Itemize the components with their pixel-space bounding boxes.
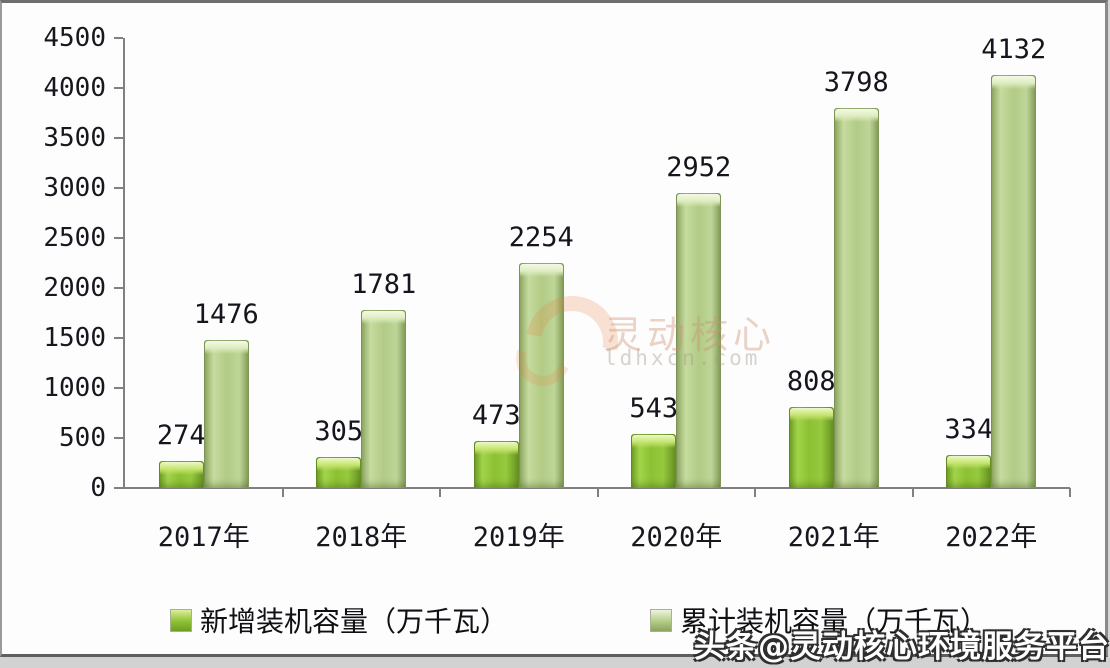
- bar-gloss-cap: [204, 341, 248, 354]
- corner-watermark: 头条@灵动核心环境服务平台: [694, 629, 1110, 665]
- value-label: 543: [629, 393, 679, 424]
- legend-label-new-capacity: 新增装机容量（万千瓦）: [200, 605, 509, 638]
- x-tick: [281, 488, 284, 497]
- bar-gloss-cap: [632, 435, 676, 448]
- y-tick-label: 0: [90, 473, 106, 503]
- bar-gloss-cap: [519, 264, 563, 277]
- y-tick-label: 2000: [43, 273, 106, 303]
- y-tick-label: 3000: [43, 173, 106, 203]
- y-tick: [114, 437, 123, 439]
- bar-cumulative-2022年: [991, 75, 1037, 488]
- bar-gloss-cap: [677, 194, 721, 207]
- x-axis-label-2017年: 2017年: [157, 522, 250, 553]
- bottom-strip: [0, 657, 1110, 668]
- bar-cumulative-2020年: [676, 193, 722, 488]
- bar-cumulative-2018年: [361, 310, 407, 488]
- x-axis-label-2019年: 2019年: [472, 522, 565, 553]
- legend-item-new-capacity: 新增装机容量（万千瓦）: [170, 600, 508, 640]
- plot-area: 0 500 1000 1500 2000 2500 3000 3500 4000 4500 274 1…: [2, 3, 1110, 657]
- legend-swatch-new-capacity-icon: [170, 608, 192, 632]
- legend: 新增装机容量（万千瓦） 累计装机容量（万千瓦）: [2, 598, 1110, 638]
- value-label: 2952: [666, 152, 732, 183]
- value-label: 4132: [981, 34, 1047, 65]
- y-tick-label: 1500: [43, 323, 106, 353]
- y-tick-label: 2500: [43, 223, 106, 253]
- y-tick: [114, 137, 123, 139]
- value-label: 1781: [351, 269, 417, 300]
- x-tick: [754, 488, 756, 497]
- y-tick: [114, 337, 123, 339]
- bar-new-2022年: [946, 455, 992, 488]
- bar-cumulative-2017年: [203, 340, 249, 488]
- y-tick: [114, 87, 123, 89]
- x-axis-label-2018年: 2018年: [315, 522, 408, 553]
- y-tick: [114, 387, 123, 389]
- y-tick-label: 500: [59, 423, 106, 453]
- bar-gloss-cap: [474, 442, 518, 455]
- bar-new-2020年: [631, 434, 677, 488]
- x-tick: [911, 488, 914, 497]
- x-tick: [596, 488, 599, 497]
- y-tick-label: 4500: [43, 23, 106, 53]
- bar-gloss-cap: [992, 76, 1036, 89]
- value-label: 473: [471, 400, 521, 431]
- x-tick: [1069, 488, 1071, 497]
- bar-new-2019年: [473, 441, 519, 488]
- y-tick-label: 3500: [43, 123, 106, 153]
- y-tick-label: 4000: [43, 73, 106, 103]
- bar-gloss-cap: [159, 462, 203, 475]
- bar-gloss-cap: [317, 458, 361, 471]
- y-tick: [114, 187, 123, 189]
- bar-gloss-cap: [947, 456, 991, 469]
- y-tick: [114, 237, 123, 239]
- bar-cumulative-2019年: [518, 263, 564, 488]
- value-label: 334: [944, 414, 994, 445]
- bar-gloss-cap: [789, 408, 833, 421]
- y-axis-line: [123, 38, 125, 489]
- bar-gloss-cap: [834, 109, 878, 122]
- bar-new-2017年: [158, 461, 204, 488]
- y-tick: [114, 287, 123, 289]
- x-axis-label-2020年: 2020年: [630, 522, 723, 553]
- bar-new-2021年: [788, 407, 834, 488]
- x-axis-label-2021年: 2021年: [787, 522, 880, 553]
- legend-label-cumulative-capacity: 累计装机容量（万千瓦）: [680, 605, 989, 638]
- x-axis-label-2022年: 2022年: [945, 522, 1038, 553]
- value-label: 808: [786, 366, 836, 397]
- y-tick-label: 1000: [43, 373, 106, 403]
- value-label: 2254: [508, 222, 574, 253]
- value-label: 1476: [193, 299, 259, 330]
- value-label: 305: [314, 416, 364, 447]
- x-tick: [439, 488, 441, 497]
- y-tick: [114, 487, 123, 489]
- bar-cumulative-2021年: [833, 108, 879, 488]
- legend-item-cumulative-capacity: 累计装机容量（万千瓦）: [650, 600, 988, 640]
- legend-swatch-cumulative-capacity-icon: [650, 608, 672, 632]
- y-tick: [114, 37, 123, 39]
- bar-new-2018年: [316, 457, 362, 488]
- bar-gloss-cap: [362, 311, 406, 324]
- value-label: 3798: [823, 67, 889, 98]
- value-label: 274: [156, 420, 206, 451]
